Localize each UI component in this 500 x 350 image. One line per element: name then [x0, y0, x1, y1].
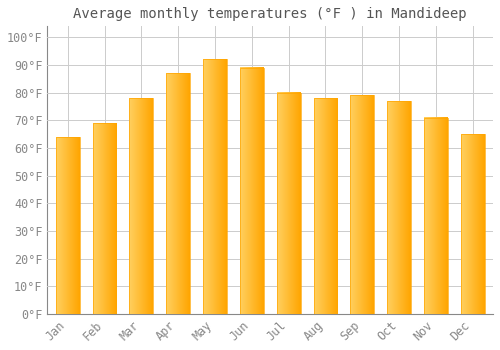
Bar — [240, 68, 264, 314]
Bar — [387, 101, 411, 314]
Bar — [56, 137, 80, 314]
Bar — [461, 134, 485, 314]
Bar — [314, 98, 338, 314]
Bar — [424, 118, 448, 314]
Bar — [350, 96, 374, 314]
Bar — [130, 98, 154, 314]
Title: Average monthly temperatures (°F ) in Mandideep: Average monthly temperatures (°F ) in Ma… — [74, 7, 467, 21]
Bar — [203, 60, 227, 314]
Bar — [166, 73, 190, 314]
Bar — [276, 93, 300, 314]
Bar — [92, 123, 116, 314]
